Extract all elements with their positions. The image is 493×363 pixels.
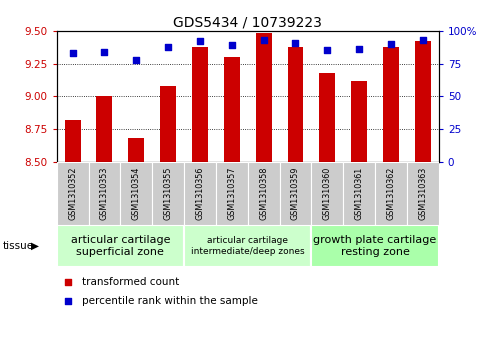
Point [64,280,72,285]
Bar [312,225,439,267]
Point [387,41,395,47]
Point [355,46,363,52]
Bar [351,81,367,162]
Bar [319,73,335,162]
Bar [120,162,152,225]
Bar [152,162,184,225]
Bar [97,96,112,162]
Text: growth plate cartilage
resting zone: growth plate cartilage resting zone [314,235,437,257]
Point [132,57,140,62]
Title: GDS5434 / 10739223: GDS5434 / 10739223 [174,16,322,30]
Text: GSM1310357: GSM1310357 [227,167,236,220]
Bar [57,162,89,225]
Bar [247,162,280,225]
Text: GSM1310358: GSM1310358 [259,167,268,220]
Bar [128,138,144,162]
Point [64,298,72,303]
Bar [415,41,431,162]
Text: GSM1310362: GSM1310362 [387,167,395,220]
Point [260,37,268,43]
Text: percentile rank within the sample: percentile rank within the sample [81,295,257,306]
Point [69,50,76,56]
Text: articular cartilage
intermediate/deep zones: articular cartilage intermediate/deep zo… [191,236,305,256]
Bar [407,162,439,225]
Bar [89,162,120,225]
Point [323,48,331,53]
Point [291,40,299,45]
Text: GSM1310355: GSM1310355 [164,167,173,220]
Text: GSM1310360: GSM1310360 [323,167,332,220]
Bar [184,225,312,267]
Bar [216,162,247,225]
Bar [280,162,312,225]
Bar [57,225,184,267]
Text: GSM1310361: GSM1310361 [354,167,364,220]
Point [228,42,236,48]
Text: GSM1310353: GSM1310353 [100,167,109,220]
Bar [160,86,176,162]
Text: GSM1310363: GSM1310363 [419,167,427,220]
Bar [343,162,375,225]
Text: tissue: tissue [2,241,34,251]
Bar [184,162,216,225]
Bar [224,57,240,162]
Bar [287,46,304,162]
Point [101,49,108,55]
Text: articular cartilage
superficial zone: articular cartilage superficial zone [70,235,170,257]
Point [164,44,172,49]
Bar [375,162,407,225]
Text: ▶: ▶ [31,241,38,251]
Text: GSM1310356: GSM1310356 [195,167,205,220]
Bar [312,162,343,225]
Bar [65,120,80,162]
Bar [256,33,272,162]
Text: transformed count: transformed count [81,277,179,287]
Text: GSM1310354: GSM1310354 [132,167,141,220]
Text: GSM1310352: GSM1310352 [68,167,77,220]
Point [419,37,427,43]
Bar [383,46,399,162]
Bar [192,46,208,162]
Text: GSM1310359: GSM1310359 [291,167,300,220]
Point [196,38,204,44]
